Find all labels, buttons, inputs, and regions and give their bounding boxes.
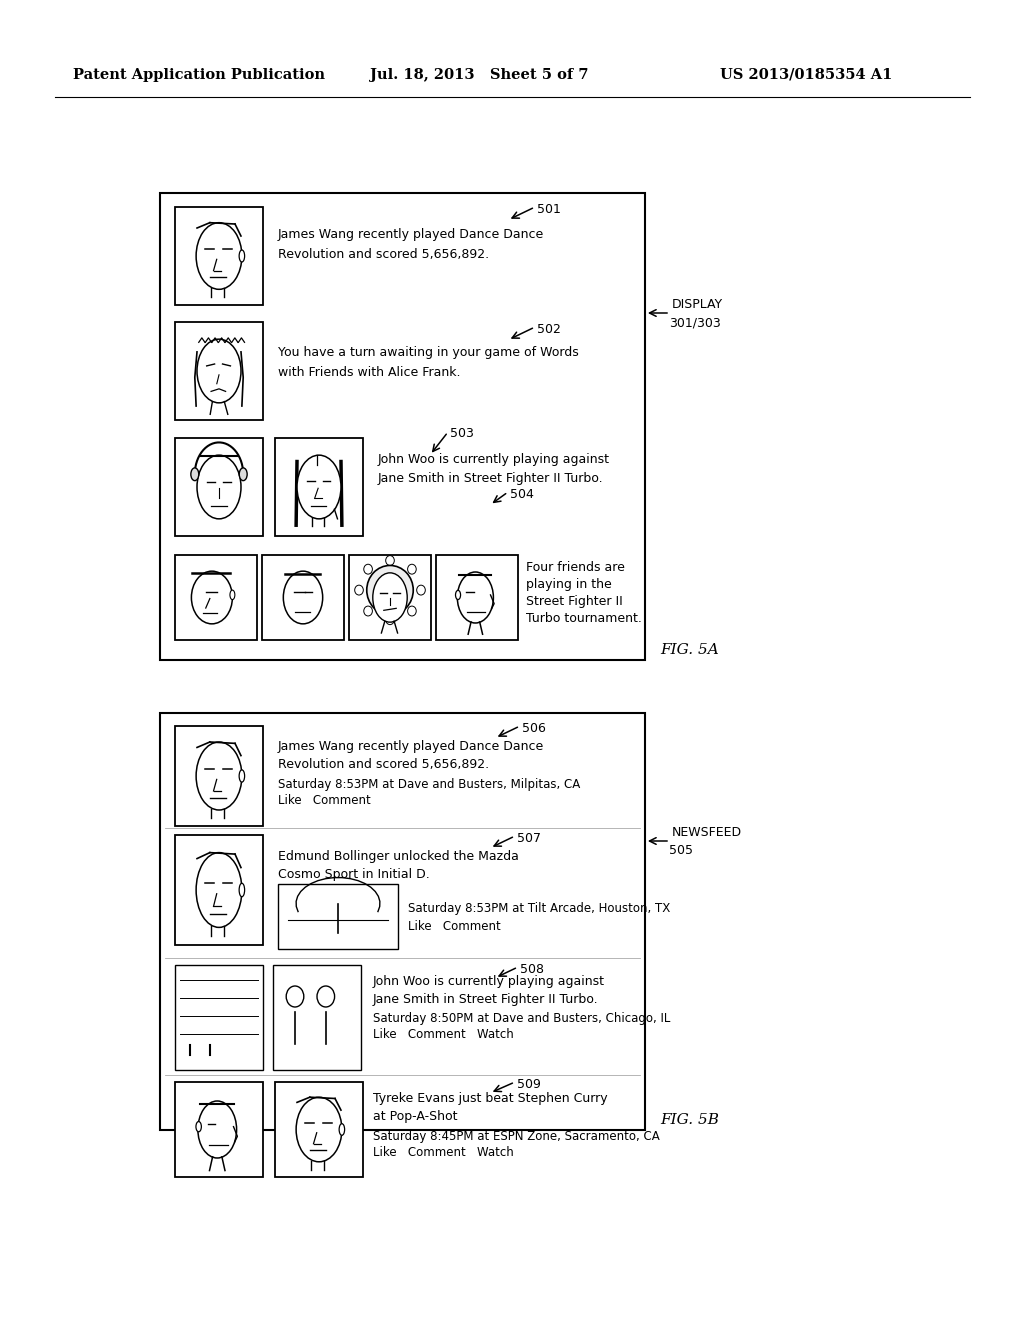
Ellipse shape	[240, 467, 247, 480]
Ellipse shape	[458, 572, 494, 623]
Ellipse shape	[196, 1122, 202, 1131]
Text: John Woo is currently playing against: John Woo is currently playing against	[373, 975, 605, 987]
Text: 504: 504	[510, 488, 534, 502]
Bar	[262, 554, 344, 640]
Ellipse shape	[230, 590, 234, 599]
Text: US 2013/0185354 A1: US 2013/0185354 A1	[720, 69, 892, 82]
Text: FIG. 5B: FIG. 5B	[660, 1113, 719, 1127]
Text: 507: 507	[517, 832, 541, 845]
Ellipse shape	[367, 565, 414, 615]
Ellipse shape	[284, 572, 323, 624]
Ellipse shape	[240, 883, 245, 896]
Bar	[160, 713, 645, 1130]
Text: Four friends are: Four friends are	[526, 561, 625, 574]
Bar	[278, 884, 398, 949]
Bar	[436, 554, 518, 640]
Text: Revolution and scored 5,656,892.: Revolution and scored 5,656,892.	[278, 248, 489, 261]
Ellipse shape	[240, 249, 245, 261]
Text: 301/303: 301/303	[669, 317, 721, 330]
Bar	[175, 965, 263, 1071]
Ellipse shape	[197, 455, 241, 519]
Ellipse shape	[198, 1101, 237, 1158]
Bar	[175, 836, 263, 945]
Text: James Wang recently played Dance Dance: James Wang recently played Dance Dance	[278, 228, 544, 242]
Text: 502: 502	[537, 323, 561, 337]
Bar	[273, 965, 361, 1071]
Text: 501: 501	[537, 203, 561, 216]
Text: Tyreke Evans just beat Stephen Curry: Tyreke Evans just beat Stephen Curry	[373, 1092, 607, 1105]
Text: at Pop-A-Shot: at Pop-A-Shot	[373, 1110, 458, 1123]
Bar	[160, 193, 645, 660]
Ellipse shape	[197, 223, 242, 289]
Bar	[175, 1082, 263, 1177]
Text: Jul. 18, 2013   Sheet 5 of 7: Jul. 18, 2013 Sheet 5 of 7	[370, 69, 589, 82]
Ellipse shape	[317, 986, 335, 1007]
Ellipse shape	[296, 1097, 342, 1162]
Ellipse shape	[286, 986, 304, 1007]
Text: Street Fighter II: Street Fighter II	[526, 595, 623, 609]
Text: Turbo tournament.: Turbo tournament.	[526, 612, 642, 624]
Text: playing in the: playing in the	[526, 578, 611, 591]
Bar	[349, 554, 431, 640]
Ellipse shape	[191, 572, 232, 624]
Text: 508: 508	[520, 964, 544, 975]
Text: Jane Smith in Street Fighter II Turbo.: Jane Smith in Street Fighter II Turbo.	[373, 993, 599, 1006]
Text: Like   Comment: Like Comment	[278, 795, 371, 807]
Bar	[275, 438, 362, 536]
Text: John Woo is currently playing against: John Woo is currently playing against	[378, 453, 610, 466]
Text: Saturday 8:45PM at ESPN Zone, Sacramento, CA: Saturday 8:45PM at ESPN Zone, Sacramento…	[373, 1130, 659, 1143]
Text: 505: 505	[669, 843, 693, 857]
Ellipse shape	[456, 590, 461, 599]
Ellipse shape	[240, 770, 245, 783]
Text: FIG. 5A: FIG. 5A	[660, 643, 719, 657]
Ellipse shape	[339, 1123, 345, 1135]
Text: NEWSFEED: NEWSFEED	[672, 825, 742, 838]
Bar	[175, 322, 263, 420]
Text: 503: 503	[450, 426, 474, 440]
Ellipse shape	[197, 853, 242, 928]
Ellipse shape	[190, 467, 199, 480]
Ellipse shape	[197, 339, 241, 403]
Bar	[175, 438, 263, 536]
Text: with Friends with Alice Frank.: with Friends with Alice Frank.	[278, 366, 461, 379]
Text: You have a turn awaiting in your game of Words: You have a turn awaiting in your game of…	[278, 346, 579, 359]
Text: Edmund Bollinger unlocked the Mazda: Edmund Bollinger unlocked the Mazda	[278, 850, 519, 863]
Text: 509: 509	[517, 1078, 541, 1092]
Ellipse shape	[297, 455, 341, 519]
Bar	[275, 1082, 362, 1177]
Bar	[175, 207, 263, 305]
Text: Cosmo Sport in Initial D.: Cosmo Sport in Initial D.	[278, 869, 430, 880]
Text: Patent Application Publication: Patent Application Publication	[73, 69, 325, 82]
Text: Saturday 8:53PM at Tilt Arcade, Houston, TX: Saturday 8:53PM at Tilt Arcade, Houston,…	[408, 902, 671, 915]
Text: Jane Smith in Street Fighter II Turbo.: Jane Smith in Street Fighter II Turbo.	[378, 473, 603, 484]
Text: Like   Comment   Watch: Like Comment Watch	[373, 1028, 514, 1041]
Text: Revolution and scored 5,656,892.: Revolution and scored 5,656,892.	[278, 758, 489, 771]
Text: Saturday 8:50PM at Dave and Busters, Chicago, IL: Saturday 8:50PM at Dave and Busters, Chi…	[373, 1012, 671, 1026]
Ellipse shape	[373, 573, 408, 622]
Bar	[175, 726, 263, 826]
Text: James Wang recently played Dance Dance: James Wang recently played Dance Dance	[278, 741, 544, 752]
Text: 506: 506	[522, 722, 546, 735]
Text: DISPLAY: DISPLAY	[672, 298, 723, 312]
Text: Like   Comment   Watch: Like Comment Watch	[373, 1146, 514, 1159]
Text: Like   Comment: Like Comment	[408, 920, 501, 933]
Bar	[175, 554, 257, 640]
Ellipse shape	[197, 742, 242, 810]
Text: Saturday 8:53PM at Dave and Busters, Milpitas, CA: Saturday 8:53PM at Dave and Busters, Mil…	[278, 777, 581, 791]
